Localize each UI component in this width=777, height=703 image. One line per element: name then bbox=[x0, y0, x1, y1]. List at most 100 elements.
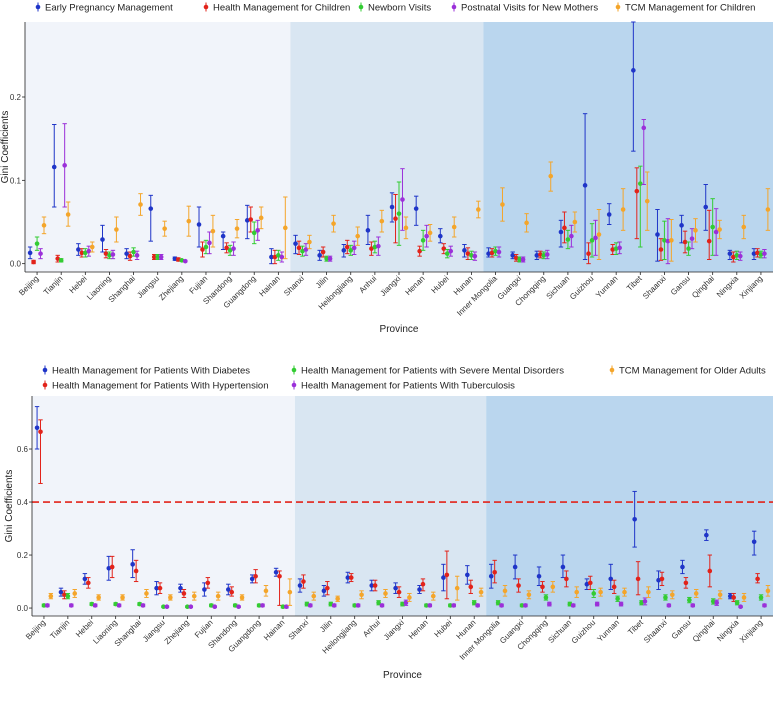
series-postnatal-visits-for-new-mothers bbox=[38, 119, 767, 265]
data-point-hebei bbox=[82, 576, 88, 582]
data-point-shanghai bbox=[133, 568, 139, 574]
legend-label: TCM Management for Older Adults bbox=[619, 365, 766, 376]
data-point-shanxi bbox=[308, 603, 313, 608]
data-point-qinghai bbox=[713, 229, 719, 235]
data-point-sichuan bbox=[564, 576, 569, 582]
data-point-sichuan bbox=[560, 564, 566, 570]
data-point-guangdong bbox=[253, 573, 258, 579]
data-point-chongqing bbox=[540, 584, 545, 590]
data-point-heilongjiang bbox=[351, 245, 357, 251]
legend-item-early-pregnancy-management: Early Pregnancy Management bbox=[35, 2, 173, 13]
region-central bbox=[294, 396, 487, 616]
data-point-jiangsu bbox=[154, 585, 159, 591]
data-point-hainan bbox=[279, 254, 285, 260]
legend-item-tcm-management-for-older-adults: TCM Management for Older Adults bbox=[609, 365, 766, 376]
data-point-hubei bbox=[454, 585, 460, 591]
y-tick-label: 0.2 bbox=[17, 551, 29, 560]
legend-label: Postnatal Visits for New Mothers bbox=[461, 2, 598, 13]
data-point-hainan bbox=[283, 225, 288, 231]
data-point-heilongjiang bbox=[359, 592, 364, 598]
x-tick-label-jiangxi: Jiangxi bbox=[382, 618, 406, 642]
data-point-tianjin bbox=[65, 593, 71, 599]
data-point-jiangsu bbox=[164, 604, 170, 610]
data-point-guangdong bbox=[251, 230, 257, 236]
region-east bbox=[25, 22, 291, 272]
data-point-guangxi bbox=[524, 220, 529, 226]
data-point-hubei bbox=[444, 251, 450, 256]
data-point-beijing bbox=[38, 429, 43, 435]
data-point-guangxi bbox=[520, 257, 526, 262]
data-point-hebei bbox=[89, 244, 95, 250]
data-point-tianjin bbox=[62, 163, 67, 168]
data-point-chongqing bbox=[534, 253, 540, 258]
data-point-ningxia bbox=[741, 224, 747, 230]
legend-item-newborn-visits: Newborn Visits bbox=[358, 2, 431, 13]
data-point-xinjiang bbox=[758, 595, 764, 600]
data-point-henan bbox=[417, 248, 422, 254]
x-tick-label-yunnan: Yunnan bbox=[594, 274, 620, 300]
data-point-tibet bbox=[635, 576, 641, 582]
data-point-chongqing bbox=[543, 595, 549, 600]
legend-item-health-management-for-children: Health Management for Children bbox=[203, 2, 350, 13]
data-point-hubei bbox=[441, 246, 447, 251]
data-point-tibet bbox=[644, 198, 650, 204]
data-point-shandong bbox=[234, 226, 240, 231]
data-point-shaanxi bbox=[663, 595, 668, 600]
x-tick-label-tibet: Tibet bbox=[625, 274, 644, 293]
x-tick-label-tibet: Tibet bbox=[626, 618, 645, 637]
x-tick-label-ningxia: Ningxia bbox=[715, 618, 741, 644]
x-tick-label-jiangxi: Jiangxi bbox=[378, 274, 402, 298]
data-point-guangxi bbox=[526, 592, 532, 598]
data-point-jiangsu bbox=[157, 585, 163, 591]
x-tick-label-gansu: Gansu bbox=[670, 618, 693, 641]
data-point-gansu bbox=[687, 597, 692, 603]
data-point-henan bbox=[424, 233, 429, 239]
data-point-tianjin bbox=[68, 603, 74, 608]
data-point-shanghai bbox=[144, 591, 149, 596]
data-point-anhui bbox=[379, 603, 385, 608]
data-point-shaanxi bbox=[665, 238, 671, 244]
data-point-xinjiang bbox=[751, 539, 757, 545]
legend-label: Early Pregnancy Management bbox=[45, 2, 173, 13]
data-point-fujian bbox=[212, 604, 218, 610]
data-point-shanghai bbox=[124, 251, 129, 256]
data-point-henan bbox=[417, 587, 422, 592]
data-point-liaoning bbox=[116, 603, 122, 608]
data-point-sichuan bbox=[572, 219, 578, 225]
data-point-guizhou bbox=[593, 235, 598, 241]
data-point-tibet bbox=[641, 125, 647, 131]
legend-item-health-management-for-patients-with-tuberculosis: Health Management for Patients With Tube… bbox=[291, 380, 515, 391]
legend-item-health-management-for-patients-with-diabetes: Health Management for Patients With Diab… bbox=[42, 365, 250, 376]
data-point-yunnan bbox=[622, 589, 627, 595]
data-point-qinghai bbox=[706, 238, 712, 244]
data-point-henan bbox=[427, 603, 433, 608]
data-point-beijing bbox=[38, 251, 43, 256]
data-point-inner-mongolia bbox=[493, 248, 498, 254]
data-point-hebei bbox=[86, 248, 92, 254]
data-point-hunan bbox=[476, 207, 481, 212]
data-point-qinghai bbox=[717, 592, 723, 598]
data-point-fujian bbox=[210, 228, 216, 234]
data-point-inner-mongolia bbox=[495, 600, 501, 606]
data-point-xinjiang bbox=[758, 252, 764, 257]
data-point-jiangsu bbox=[161, 604, 166, 610]
data-point-jilin bbox=[335, 596, 340, 602]
data-point-guizhou bbox=[582, 183, 588, 188]
data-point-guangxi bbox=[512, 564, 518, 570]
data-point-jiangsu bbox=[151, 254, 157, 260]
data-point-liaoning bbox=[103, 251, 109, 256]
x-tick-label-beijing: Beijing bbox=[24, 618, 47, 641]
data-point-ningxia bbox=[731, 595, 737, 600]
data-point-hebei bbox=[83, 250, 88, 256]
data-point-gansu bbox=[693, 228, 698, 233]
data-point-gansu bbox=[683, 580, 689, 586]
data-point-fujian bbox=[203, 244, 209, 250]
data-point-tianjin bbox=[72, 591, 78, 596]
legend-key-point bbox=[35, 4, 41, 10]
data-point-hunan bbox=[478, 589, 484, 595]
data-point-shaanxi bbox=[658, 247, 664, 252]
data-point-anhui bbox=[372, 244, 378, 250]
data-point-sichuan bbox=[565, 237, 571, 242]
x-tick-label-qinghai: Qinghai bbox=[690, 274, 716, 300]
data-point-guangdong bbox=[255, 228, 261, 233]
